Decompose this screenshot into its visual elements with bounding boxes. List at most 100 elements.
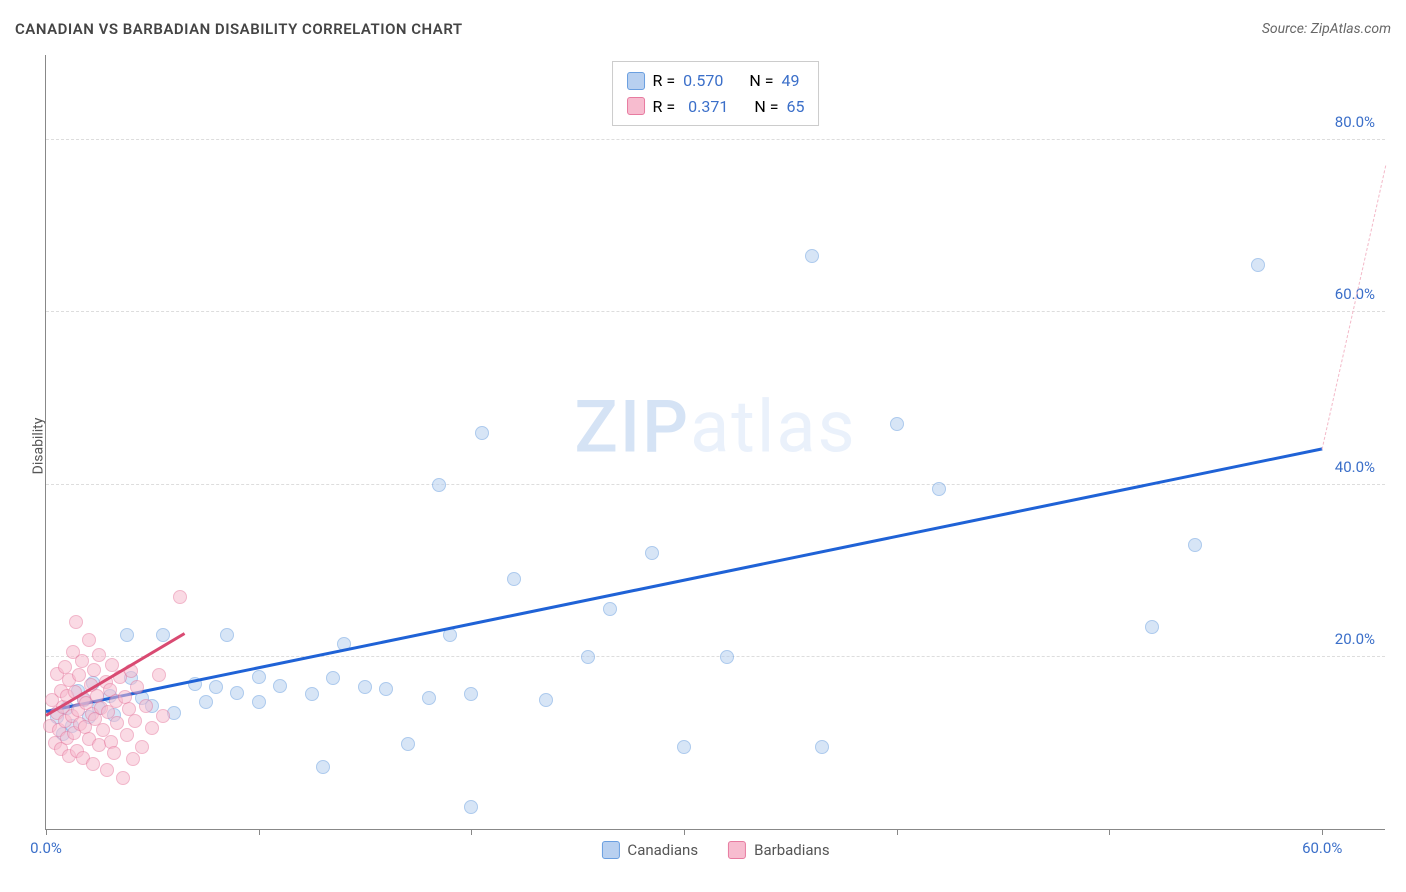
swatch-canadians-icon: [601, 841, 619, 859]
scatter-point: [87, 663, 101, 677]
scatter-point: [152, 668, 166, 682]
scatter-point: [230, 686, 244, 700]
scatter-point: [72, 668, 86, 682]
y-tick-label: 20.0%: [1335, 630, 1375, 648]
scatter-point: [126, 752, 140, 766]
scatter-point: [252, 695, 266, 709]
scatter-point: [116, 771, 130, 785]
scatter-point: [305, 687, 319, 701]
scatter-point: [316, 760, 330, 774]
x-tick: [259, 829, 260, 835]
gridline: [46, 656, 1385, 657]
gridline: [46, 311, 1385, 312]
y-axis-label: Disability: [30, 418, 46, 475]
r-value-barbadians: 0.371: [688, 94, 728, 120]
scatter-point: [139, 699, 153, 713]
n-label: N =: [749, 68, 773, 94]
x-tick: [1322, 829, 1323, 835]
scatter-point: [135, 740, 149, 754]
scatter-point: [209, 680, 223, 694]
title-row: CANADIAN VS BARBADIAN DISABILITY CORRELA…: [15, 20, 1391, 38]
scatter-point: [815, 740, 829, 754]
trend-line: [46, 447, 1323, 713]
chart-title: CANADIAN VS BARBADIAN DISABILITY CORRELA…: [15, 20, 463, 38]
scatter-point: [145, 721, 159, 735]
scatter-point: [128, 714, 142, 728]
n-label: N =: [754, 94, 778, 120]
scatter-point: [100, 763, 114, 777]
r-value-canadians: 0.570: [683, 68, 723, 94]
r-label: R =: [653, 68, 676, 94]
watermark-light: atlas: [690, 384, 857, 469]
legend-row-canadians: R = 0.570 N = 49: [627, 68, 805, 94]
scatter-point: [464, 800, 478, 814]
scatter-point: [358, 680, 372, 694]
scatter-point: [156, 709, 170, 723]
x-tick-label: 60.0%: [1302, 839, 1342, 857]
scatter-point: [677, 740, 691, 754]
scatter-point: [890, 417, 904, 431]
legend-item-barbadians: Barbadians: [728, 841, 829, 859]
scatter-point: [199, 695, 213, 709]
scatter-point: [432, 478, 446, 492]
scatter-point: [379, 682, 393, 696]
scatter-point: [464, 687, 478, 701]
scatter-point: [110, 716, 124, 730]
x-tick: [897, 829, 898, 835]
scatter-point: [105, 658, 119, 672]
swatch-canadians-icon: [627, 72, 645, 90]
scatter-point: [1145, 620, 1159, 634]
scatter-point: [1251, 258, 1265, 272]
scatter-point: [58, 660, 72, 674]
scatter-point: [932, 482, 946, 496]
x-tick: [471, 829, 472, 835]
scatter-point: [603, 602, 617, 616]
scatter-point: [1188, 538, 1202, 552]
watermark: ZIPatlas: [574, 384, 856, 469]
scatter-point: [475, 426, 489, 440]
n-value-barbadians: 65: [786, 94, 804, 120]
legend-correlation: R = 0.570 N = 49 R = 0.371 N = 65: [612, 61, 820, 126]
source-label: Source: ZipAtlas.com: [1262, 21, 1391, 37]
scatter-point: [539, 693, 553, 707]
scatter-point: [130, 680, 144, 694]
scatter-point: [581, 650, 595, 664]
gridline: [46, 139, 1385, 140]
legend-label-canadians: Canadians: [627, 841, 698, 859]
scatter-point: [422, 691, 436, 705]
swatch-barbadians-icon: [627, 97, 645, 115]
scatter-point: [120, 728, 134, 742]
legend-row-barbadians: R = 0.371 N = 65: [627, 94, 805, 120]
scatter-point: [220, 628, 234, 642]
scatter-point: [326, 671, 340, 685]
scatter-point: [69, 615, 83, 629]
legend-item-canadians: Canadians: [601, 841, 698, 859]
scatter-point: [401, 737, 415, 751]
x-tick: [1109, 829, 1110, 835]
scatter-point: [507, 572, 521, 586]
scatter-point: [805, 249, 819, 263]
swatch-barbadians-icon: [728, 841, 746, 859]
watermark-bold: ZIP: [574, 384, 690, 469]
n-value-canadians: 49: [781, 68, 799, 94]
trend-line: [1322, 165, 1387, 449]
scatter-point: [252, 670, 266, 684]
x-tick: [684, 829, 685, 835]
legend-label-barbadians: Barbadians: [754, 841, 829, 859]
scatter-point: [273, 679, 287, 693]
scatter-point: [120, 628, 134, 642]
scatter-point: [645, 546, 659, 560]
x-tick-label: 0.0%: [30, 839, 62, 857]
r-label: R =: [653, 94, 676, 120]
y-tick-label: 40.0%: [1335, 458, 1375, 476]
scatter-point: [720, 650, 734, 664]
scatter-point: [173, 590, 187, 604]
scatter-point: [86, 757, 100, 771]
chart-container: CANADIAN VS BARBADIAN DISABILITY CORRELA…: [0, 0, 1406, 892]
scatter-point: [82, 633, 96, 647]
plot-area: ZIPatlas R = 0.570 N = 49 R = 0.371 N = …: [45, 55, 1385, 830]
gridline: [46, 484, 1385, 485]
legend-series: Canadians Barbadians: [601, 841, 829, 859]
scatter-point: [107, 746, 121, 760]
scatter-point: [92, 648, 106, 662]
